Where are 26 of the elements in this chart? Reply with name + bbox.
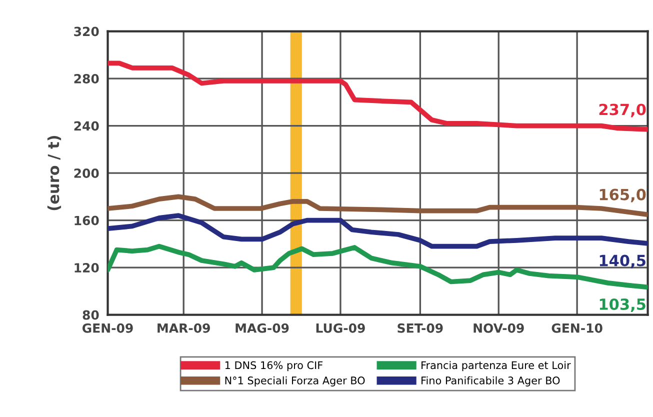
y-tick-label: 160 [74,216,99,226]
legend-label: Fino Panificabile 3 Ager BO [422,376,560,386]
x-tick-label: NOV-09 [474,323,524,333]
x-tick-label: MAG-09 [236,323,289,333]
annotation: 165,0 [600,188,646,202]
x-tick-label: MAR-09 [158,323,210,333]
line-series [108,60,648,132]
annotation: 237,0 [599,104,646,118]
y-tick-label: 120 [74,263,99,272]
x-tick-label: GEN-09 [82,323,133,333]
annotation: 140,5 [600,254,646,268]
x-tick-label: SET-09 [398,323,443,333]
legend-label: N°1 Speciali Forza Ager BO [225,376,365,386]
y-tick-label: 80 [82,310,99,320]
y-axis-title: (euro / t) [47,136,62,210]
x-tick-label: LUG-09 [316,323,365,333]
annotation: 103,5 [600,298,646,312]
y-tick-label: 320 [74,26,99,36]
y-tick-label: 240 [74,121,99,131]
y-tick-label: 200 [74,168,99,178]
legend-label: 1 DNS 16% pro CIF [225,361,323,372]
line-series [108,244,648,290]
x-tick-label: GEN-10 [552,323,602,333]
y-tick-label: 280 [74,74,99,84]
legend-label: Francia partenza Eure et Loir [422,361,571,372]
line-series [108,213,648,249]
